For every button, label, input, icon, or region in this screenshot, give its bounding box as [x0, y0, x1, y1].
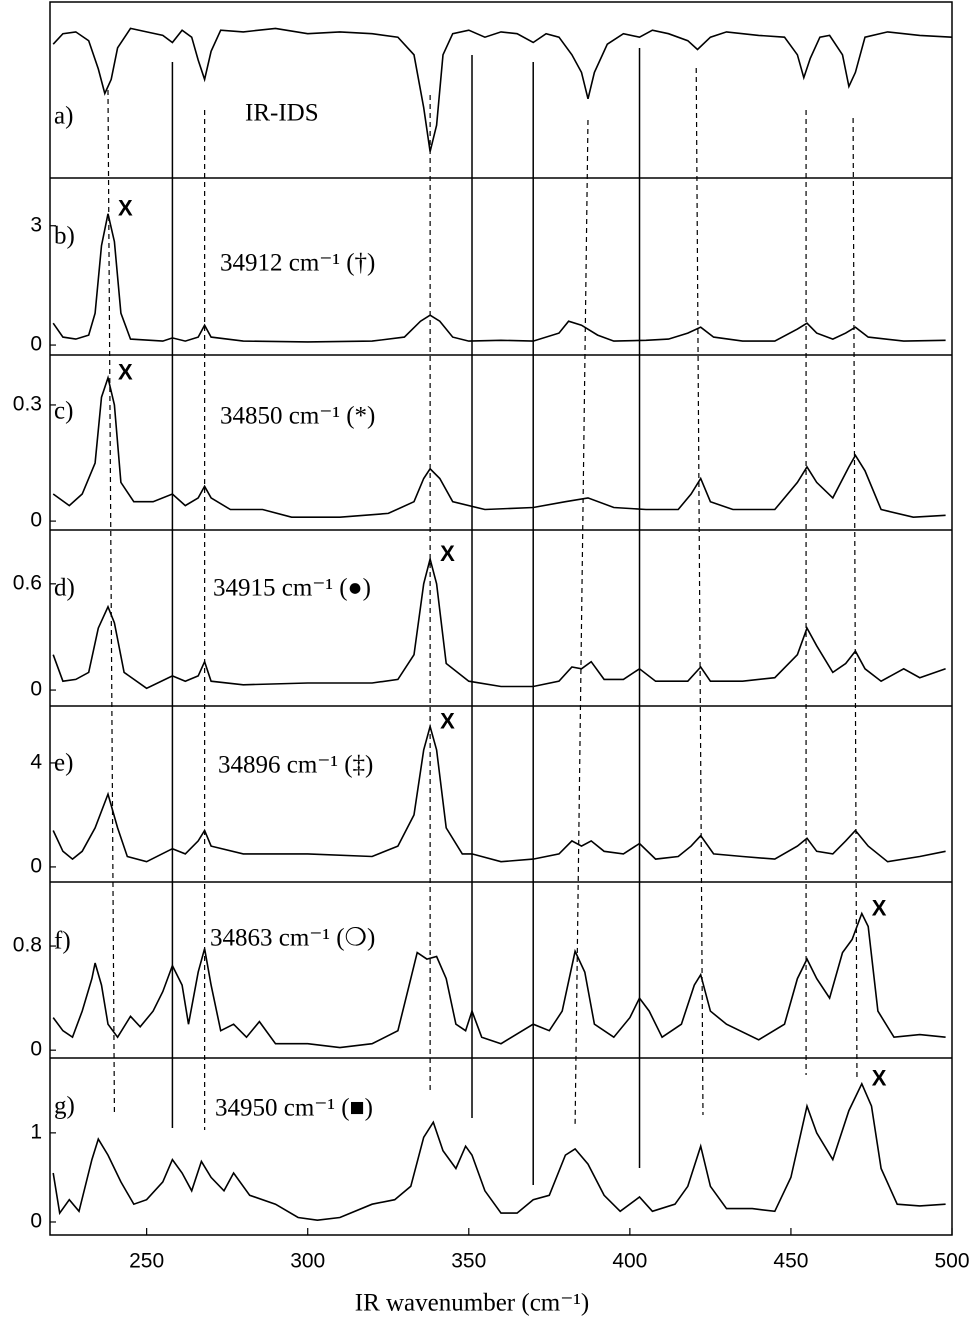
panel-annotation: 34850 cm⁻¹ (*) [220, 403, 375, 430]
x-tick-label: 400 [612, 1250, 647, 1273]
panel-annotation: 34912 cm⁻¹ (†) [220, 250, 375, 277]
spectrum-line [52, 213, 946, 343]
x-axis-label: IR wavenumber (cm⁻¹) [355, 1290, 590, 1317]
spectrum-line [52, 27, 953, 152]
x-tick-label: 300 [290, 1250, 325, 1273]
peak-marker: X [118, 360, 133, 385]
spectrum-line [52, 555, 946, 690]
y-tick-label: 0 [30, 333, 42, 356]
spectrum-line [52, 723, 946, 863]
y-tick-label: 0 [30, 678, 42, 701]
peak-marker: X [872, 895, 887, 920]
panel-annotation: 34950 cm⁻¹ (■) [215, 1095, 373, 1122]
peak-marker: X [118, 196, 133, 221]
y-tick-label: 4 [30, 750, 42, 773]
y-tick-label: 0 [30, 509, 42, 532]
guide-line-dashed [107, 89, 116, 1116]
y-tick-label: 0 [30, 854, 42, 877]
y-tick-label: 0 [30, 1038, 42, 1061]
peak-marker: X [440, 708, 455, 733]
frame [49, 1, 953, 1236]
x-tick-label: 450 [773, 1250, 808, 1273]
guide-line-dashed [695, 67, 704, 1116]
guide-line-dashed [574, 119, 589, 1126]
x-tick-label: 250 [129, 1250, 164, 1273]
peak-marker: X [440, 541, 455, 566]
panel-label: b) [54, 223, 75, 250]
peak-marker: X [872, 1066, 887, 1091]
x-tick-label: 500 [934, 1250, 969, 1273]
y-tick-label: 0 [30, 1210, 42, 1233]
panel-annotation: 34863 cm⁻¹ (❍) [210, 925, 375, 952]
y-tick-label: 0.8 [13, 934, 42, 957]
panel-label: e) [54, 750, 73, 777]
x-tick-label: 350 [451, 1250, 486, 1273]
panel-label: f) [54, 928, 71, 955]
panel-label: a) [54, 103, 73, 130]
y-tick-label: 3 [30, 213, 42, 236]
panel-label: g) [54, 1093, 75, 1120]
y-tick-label: 1 [30, 1120, 42, 1143]
panel-annotation: IR-IDS [245, 100, 319, 127]
guide-line-dashed [852, 117, 858, 1081]
panel-label: c) [54, 398, 73, 425]
y-tick-label: 0.6 [13, 571, 42, 594]
spectrum-line [52, 374, 946, 519]
panel-label: d) [54, 575, 75, 602]
spectrum-line [52, 911, 946, 1049]
spectrum-line [52, 1081, 946, 1222]
panel-annotation: 34896 cm⁻¹ (‡) [218, 752, 373, 779]
y-tick-label: 0.3 [13, 392, 42, 415]
panel-annotation: 34915 cm⁻¹ (●) [213, 575, 371, 602]
